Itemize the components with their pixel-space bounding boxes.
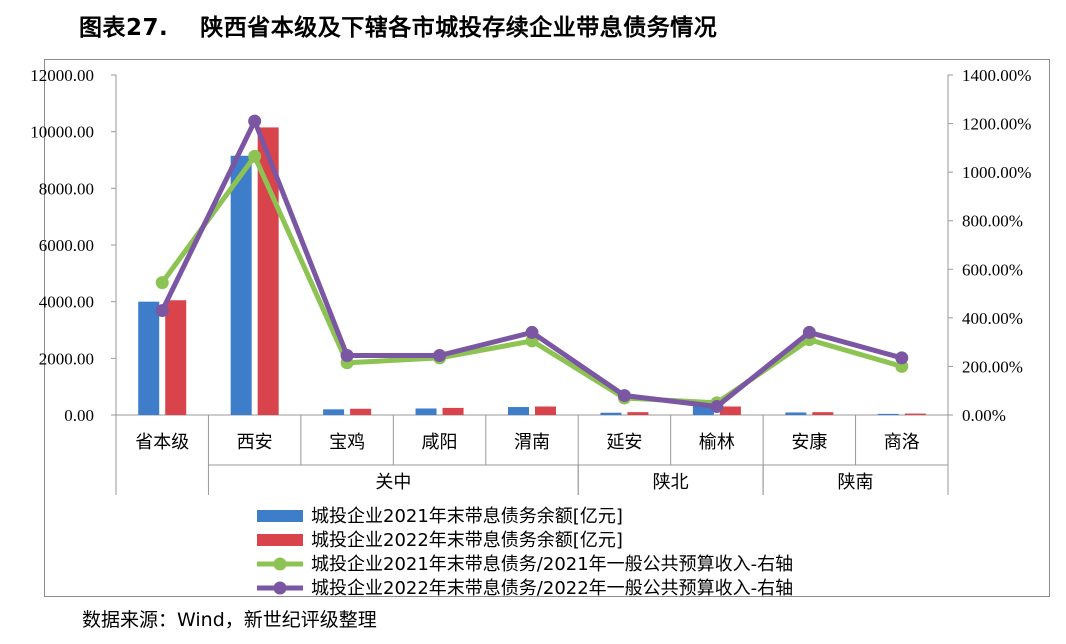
- line-point-2022: [710, 400, 724, 413]
- legend: 城投企业2021年末带息债务余额[亿元] 城投企业2022年末带息债务余额[亿元]…: [257, 506, 793, 599]
- line-point-2021: [155, 276, 169, 290]
- legend-bar-swatch: [257, 510, 303, 522]
- bar-2021: [138, 301, 160, 415]
- source-note: 数据来源：Wind，新世纪评级整理: [82, 609, 377, 631]
- lines-layer: [155, 114, 909, 413]
- bar-2022: [535, 406, 556, 415]
- right-tick-label: 1200.00%: [962, 115, 1031, 134]
- right-tick-label: 800.00%: [962, 212, 1023, 231]
- right-tick-label: 0.00%: [962, 406, 1006, 425]
- bar-2022: [442, 407, 464, 415]
- left-tick-label: 0.00: [64, 406, 94, 425]
- bar-2022: [627, 412, 649, 415]
- left-tick-label: 12000.00: [30, 66, 94, 85]
- right-tick-label: 200.00%: [962, 357, 1023, 376]
- category-label: 咸阳: [422, 432, 458, 453]
- bar-2021: [600, 412, 622, 415]
- line-point-2022: [895, 351, 909, 365]
- line-point-2022: [525, 325, 539, 339]
- line-point-2022: [340, 349, 354, 362]
- line-point-2022: [433, 349, 447, 362]
- left-tick-label: 6000.00: [39, 236, 94, 255]
- chart-frame: [44, 59, 1050, 597]
- bar-2022: [350, 408, 372, 415]
- bar-2021: [230, 155, 252, 415]
- bar-2022: [812, 412, 834, 415]
- category-label: 商洛: [884, 432, 920, 453]
- line-point-2021: [248, 149, 262, 163]
- bars-layer: [138, 127, 926, 416]
- line-point-2022: [155, 304, 169, 318]
- bar-2021: [508, 407, 529, 415]
- right-tick-label: 1000.00%: [962, 163, 1031, 182]
- bar-2021: [323, 409, 345, 415]
- bar-2022: [904, 413, 926, 415]
- legend-label: 城投企业2021年末带息债务/2021年一般公共预算收入-右轴: [311, 554, 793, 575]
- line-point-2022: [248, 114, 262, 128]
- bar-2021: [877, 413, 899, 415]
- line-point-2022: [617, 389, 631, 403]
- category-label: 西安: [237, 432, 273, 453]
- category-label: 渭南: [514, 432, 550, 453]
- bar-2022: [165, 300, 187, 415]
- legend-bar-swatch: [257, 534, 303, 546]
- axes-layer: [111, 74, 953, 495]
- left-tick-label: 8000.00: [39, 179, 94, 198]
- left-tick-label: 2000.00: [39, 349, 94, 368]
- right-tick-label: 1400.00%: [962, 66, 1031, 85]
- figure-title: 图表27. 陕西省本级及下辖各市城投存续企业带息债务情况: [79, 15, 718, 41]
- left-tick-label: 10000.00: [30, 123, 94, 142]
- category-label: 榆林: [699, 432, 735, 453]
- legend-label: 城投企业2021年末带息债务余额[亿元]: [311, 506, 623, 527]
- line-point-2022: [802, 325, 816, 339]
- category-label: 省本级: [135, 432, 189, 453]
- left-tick-label: 4000.00: [39, 293, 94, 312]
- legend-label: 城投企业2022年末带息债务/2022年一般公共预算收入-右轴: [311, 578, 793, 599]
- category-label: 延安: [606, 432, 642, 453]
- bar-2021: [785, 412, 807, 415]
- combo-chart: 0.00 2000.00 4000.00 6000.00 8000.00 10000.00…: [30, 66, 1031, 599]
- category-label: 宝鸡: [329, 432, 365, 453]
- group-label: 关中: [375, 472, 411, 493]
- right-tick-label: 600.00%: [962, 260, 1023, 279]
- bar-2021: [415, 408, 437, 415]
- group-label: 陕南: [838, 472, 874, 493]
- legend-line-marker: [273, 557, 287, 571]
- category-label: 安康: [791, 432, 827, 453]
- group-label: 陕北: [653, 472, 689, 493]
- labels-layer: 0.00 2000.00 4000.00 6000.00 8000.00 10000.00…: [30, 66, 1031, 493]
- right-tick-label: 400.00%: [962, 309, 1023, 328]
- legend-line-marker: [273, 581, 287, 595]
- legend-label: 城投企业2022年末带息债务余额[亿元]: [311, 530, 623, 551]
- bar-2022: [719, 406, 741, 415]
